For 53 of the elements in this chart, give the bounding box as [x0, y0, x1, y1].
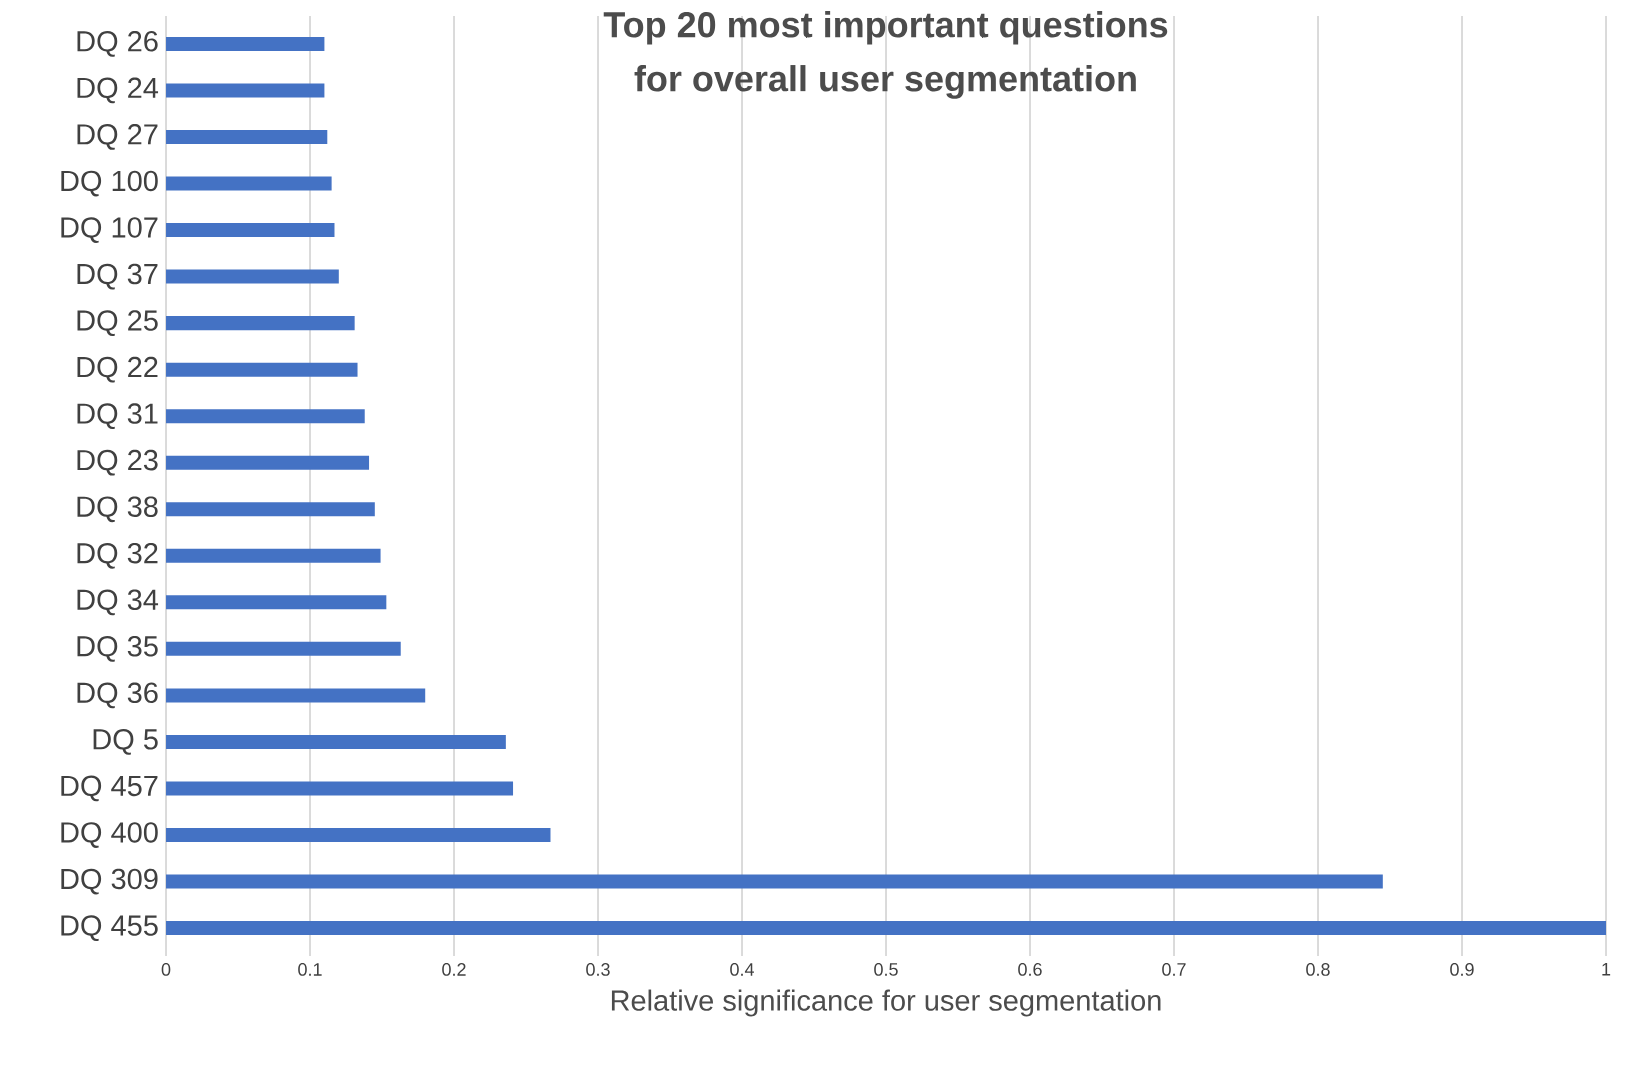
y-tick-label: DQ 5 — [93, 729, 158, 755]
bar — [166, 455, 370, 470]
y-tick-label: DQ 31 — [77, 403, 158, 430]
y-tick-label: DQ 38 — [77, 496, 158, 523]
y-tick-label: DQ 309 — [61, 868, 158, 895]
x-tick-label: 0.5 — [874, 963, 898, 976]
bar — [166, 874, 1383, 889]
x-tick-label: 0.4 — [730, 963, 754, 976]
x-tick-label: 0.7 — [1162, 963, 1186, 976]
y-tick-label: DQ 27 — [77, 124, 158, 150]
text: Top 20 most important questions for overall user segmentation — [603, 11, 1168, 99]
y-tick-label: DQ 100 — [61, 170, 158, 197]
y-tick-label: DQ 22 — [77, 356, 158, 383]
y-tick-label: DQ 24 — [77, 77, 159, 104]
y-tick-label: DQ 35 — [77, 635, 158, 662]
y-tick-label: DQ 37 — [77, 263, 158, 290]
bar — [166, 641, 401, 656]
bar — [166, 269, 339, 284]
x-tick-label: 0.3 — [586, 963, 610, 976]
bar — [166, 734, 506, 749]
bar — [166, 129, 328, 144]
y-tick-label: DQ 107 — [61, 217, 158, 243]
bar — [166, 316, 355, 331]
bar — [166, 548, 381, 563]
bar — [166, 409, 365, 424]
bar — [166, 921, 1607, 936]
y-tick-label: DQ 457 — [61, 775, 158, 802]
bar — [166, 36, 325, 51]
y-tick-label: DQ 25 — [77, 310, 158, 336]
bar — [166, 83, 325, 98]
bar — [166, 176, 332, 191]
x-tick-label: 0 — [161, 963, 171, 976]
y-tick-label: DQ 455 — [61, 915, 158, 941]
y-tick-label: DQ 32 — [77, 542, 158, 569]
x-tick-label: 0.1 — [298, 963, 322, 976]
bar — [166, 781, 514, 796]
x-tick-label: 0.2 — [442, 963, 466, 976]
x-tick-label: 0.6 — [1018, 963, 1042, 976]
y-tick-label: DQ 34 — [77, 589, 159, 616]
bar — [166, 502, 375, 517]
y-tick-label: DQ 36 — [77, 682, 158, 709]
x-tick-label: 0.9 — [1450, 963, 1474, 976]
y-tick-label: DQ 23 — [77, 449, 158, 476]
bar — [166, 828, 551, 843]
bar — [166, 223, 335, 238]
bar — [166, 688, 426, 703]
x-tick-label: 1 — [1602, 963, 1611, 976]
y-tick-label: DQ 26 — [77, 31, 158, 57]
x-axis-title: Relative significance for user segmentation — [611, 989, 1161, 1017]
x-tick-label: 0.8 — [1306, 963, 1330, 976]
y-tick-label: DQ 400 — [61, 822, 158, 848]
bar — [166, 362, 358, 377]
bar — [166, 595, 387, 610]
